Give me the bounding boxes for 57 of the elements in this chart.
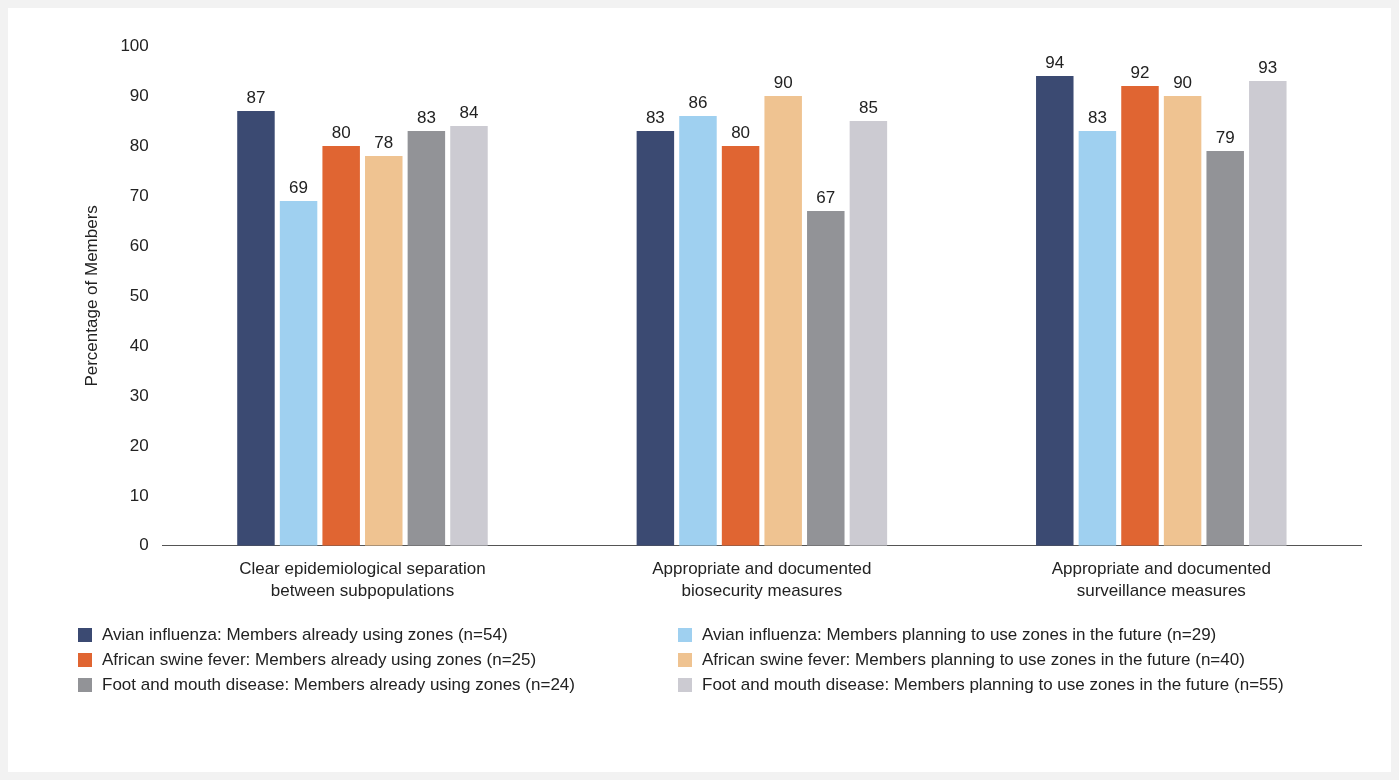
x-tick-label: Appropriate and documented biosecurity measures [652,558,872,600]
bar [279,200,318,546]
data-label: 67 [816,188,836,208]
legend-label: African swine fever: Members already using zones (n=25) [102,649,537,670]
y-tick-label: 60 [129,235,149,255]
data-label: 83 [416,108,436,128]
bar [764,95,802,546]
data-label: 79 [1215,128,1235,148]
y-axis-title: Percentage of Members [81,205,101,387]
y-tick-label: 20 [129,435,149,455]
legend-label: Avian influenza: Members already using zones (n=54) [102,624,508,645]
data-label: 69 [289,178,309,198]
bar [407,130,446,546]
data-label: 78 [374,133,394,153]
y-tick-label: 90 [129,85,149,105]
data-label: 87 [246,88,266,108]
data-label: 94 [1045,53,1065,73]
data-label: 90 [1173,73,1193,93]
bar [1163,95,1202,546]
y-tick-label: 100 [120,35,149,55]
data-label: 90 [773,73,793,93]
data-label: 80 [731,123,751,143]
bar [237,110,275,546]
data-label: 84 [459,103,479,123]
bar [849,120,888,546]
y-tick-label: 0 [139,535,149,555]
bar [807,210,845,546]
bar [636,130,675,546]
y-tick-label: 70 [129,185,149,205]
legend-label: African swine fever: Members planning to use zones in the future (n=40) [702,649,1245,670]
bar [322,145,360,546]
data-label: 86 [688,93,708,113]
legend-label: Foot and mouth disease: Members planning to use zones in the future (n=55) [702,674,1284,695]
x-tick-label: Clear epidemiological separation between subpopulations [239,558,486,600]
data-label: 83 [645,108,665,128]
bar [365,155,403,546]
y-tick-label: 80 [129,135,149,155]
bar [1078,130,1117,546]
bar [1121,85,1159,546]
bar [1036,75,1074,546]
bar [679,115,717,546]
y-tick-label: 40 [129,335,149,355]
legend-label: Foot and mouth disease: Members already using zones (n=24) [102,674,575,695]
data-label: 93 [1258,58,1278,78]
bar [1249,80,1287,546]
bar [450,125,488,546]
data-label: 83 [1087,108,1107,128]
y-tick-label: 30 [129,385,149,405]
y-tick-label: 10 [129,485,149,505]
data-label: 92 [1130,63,1150,83]
x-tick-label: Appropriate and documented surveillance measures [1051,558,1271,600]
legend-label: Avian influenza: Members planning to use zones in the future (n=29) [702,624,1217,645]
data-label: 80 [331,123,351,143]
bar [721,145,760,546]
y-tick-label: 50 [129,285,149,305]
data-label: 85 [858,98,878,118]
bar [1206,150,1244,546]
